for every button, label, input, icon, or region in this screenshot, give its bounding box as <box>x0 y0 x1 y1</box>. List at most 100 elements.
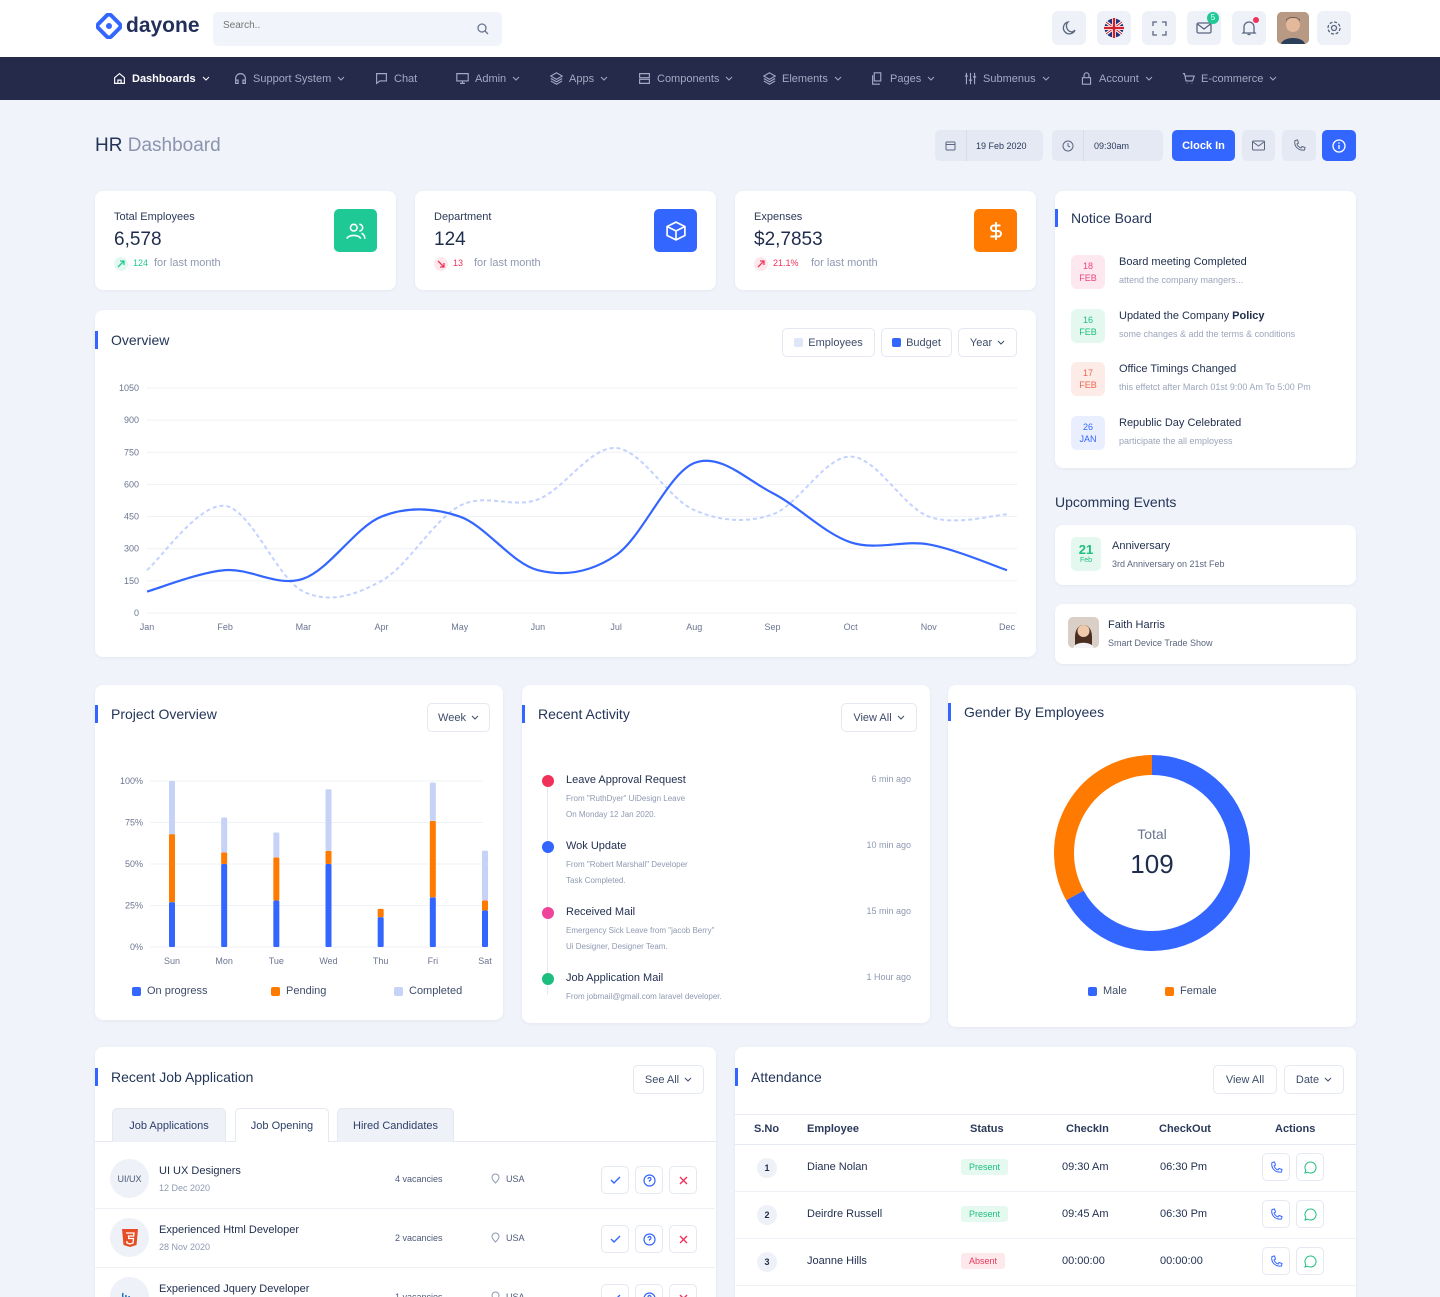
moon-icon <box>1062 20 1076 35</box>
header-status: Status <box>970 1123 1004 1135</box>
nav-item-label: Admin <box>475 72 507 85</box>
message-button[interactable] <box>1296 1200 1324 1228</box>
nav-item-apps[interactable]: Apps <box>550 57 608 100</box>
reject-button[interactable] <box>669 1225 697 1253</box>
approve-button[interactable] <box>601 1225 629 1253</box>
year-filter-dropdown[interactable]: Year <box>958 328 1017 357</box>
activity-detail: On Monday 12 Jan 2020. <box>566 810 656 819</box>
job-title[interactable]: UI UX Designers <box>159 1165 241 1177</box>
date-picker[interactable]: 19 Feb 2020 <box>935 130 1043 161</box>
brand-logo[interactable]: dayone <box>96 13 200 39</box>
nav-item-admin[interactable]: Admin <box>456 57 520 100</box>
y-tick-label: 750 <box>124 447 139 457</box>
stat-card: Expenses $2,7853 21.1% for last month <box>735 191 1036 290</box>
call-button[interactable] <box>1262 1200 1290 1228</box>
page-title: HR Dashboard <box>95 135 221 157</box>
legend-pending: Pending <box>271 985 326 997</box>
nav-item-components[interactable]: Components <box>638 57 733 100</box>
header-checkin: CheckIn <box>1066 1123 1109 1135</box>
activity-title[interactable]: Job Application Mail <box>566 972 664 984</box>
language-selector[interactable] <box>1097 11 1131 45</box>
activity-title[interactable]: Leave Approval Request <box>566 774 686 786</box>
call-button[interactable] <box>1262 1247 1290 1275</box>
event-card[interactable]: Faith Harris Smart Device Trade Show <box>1055 604 1356 664</box>
call-button[interactable] <box>1282 130 1316 161</box>
stat-change: 124 <box>133 258 149 268</box>
nav-item-e-commerce[interactable]: E-commerce <box>1182 57 1277 100</box>
time-picker[interactable]: 09:30am <box>1052 130 1163 161</box>
activity-view-all-dropdown[interactable]: View All <box>841 703 917 732</box>
reject-button[interactable] <box>669 1166 697 1194</box>
avatar[interactable] <box>1277 12 1309 44</box>
settings-button[interactable] <box>1317 11 1351 45</box>
notice-title[interactable]: Board meeting Completed <box>1119 256 1247 268</box>
messages-button[interactable]: 5 <box>1187 11 1221 45</box>
trend-down-icon <box>434 257 448 271</box>
tab-hired-candidates[interactable]: Hired Candidates <box>337 1108 454 1142</box>
legend-label: Pending <box>286 985 327 997</box>
nav-item-submenus[interactable]: Submenus <box>964 57 1050 100</box>
nav-item-pages[interactable]: Pages <box>871 57 935 100</box>
activity-title[interactable]: Wok Update <box>566 840 627 852</box>
info-button[interactable] <box>635 1225 663 1253</box>
dayone-logo-icon <box>96 13 122 39</box>
call-button[interactable] <box>1262 1153 1290 1181</box>
legend-budget-label: Budget <box>906 336 941 349</box>
search-input[interactable] <box>223 20 463 31</box>
notice-title[interactable]: Republic Day Celebrated <box>1119 417 1241 429</box>
dark-mode-toggle[interactable] <box>1052 11 1086 45</box>
search-box[interactable] <box>213 12 502 46</box>
nav-item-account[interactable]: Account <box>1080 57 1153 100</box>
date-filter-dropdown[interactable]: Date <box>1284 1065 1344 1094</box>
y-tick-label: 0% <box>130 942 143 952</box>
notifications-button[interactable] <box>1232 11 1266 45</box>
job-title[interactable]: Experienced Html Developer <box>159 1224 300 1236</box>
legend-employees-toggle[interactable]: Employees <box>782 328 875 357</box>
attendance-view-all-button[interactable]: View All <box>1213 1065 1277 1094</box>
page-title-light: Dashboard <box>127 135 221 156</box>
notice-title[interactable]: Office Timings Changed <box>1119 363 1236 375</box>
info-button[interactable] <box>635 1166 663 1194</box>
approve-button[interactable] <box>601 1166 629 1194</box>
job-title[interactable]: Experienced Jquery Developer <box>159 1283 310 1295</box>
clock-in-button[interactable]: Clock In <box>1172 130 1235 161</box>
x-tick-label: Fri <box>428 956 439 965</box>
info-button[interactable] <box>1322 130 1356 161</box>
calendar-icon <box>945 141 956 151</box>
message-button[interactable] <box>1296 1153 1324 1181</box>
search-icon[interactable] <box>477 23 489 35</box>
nav-item-elements[interactable]: Elements <box>763 57 842 100</box>
notice-title[interactable]: Updated the Company Policy <box>1119 310 1265 322</box>
close-icon <box>679 1176 687 1184</box>
header-employee: Employee <box>807 1123 859 1135</box>
map-pin-icon <box>491 1291 500 1297</box>
job-logo <box>110 1218 149 1257</box>
donut-slice-male <box>1066 755 1250 951</box>
date-filter-label: Date <box>1295 1073 1320 1086</box>
see-all-dropdown[interactable]: See All <box>633 1065 704 1094</box>
message-button[interactable] <box>1296 1247 1324 1275</box>
tab-job-opening[interactable]: Job Opening <box>235 1108 329 1142</box>
status-badge: Absent <box>961 1253 1006 1269</box>
mail-button[interactable] <box>1242 130 1275 161</box>
event-card[interactable]: 21 Feb Anniversary 3rd Anniversary on 21… <box>1055 525 1356 585</box>
top-bar: dayone 5 <box>0 0 1440 57</box>
fullscreen-button[interactable] <box>1142 11 1176 45</box>
activity-title[interactable]: Received Mail <box>566 906 636 918</box>
info-button[interactable] <box>635 1284 663 1297</box>
approve-button[interactable] <box>601 1284 629 1297</box>
reject-button[interactable] <box>669 1284 697 1297</box>
activity-detail: From "Robert Marshall" Developer <box>566 860 688 869</box>
activity-detail: Ui Designer, Designer Team. <box>566 942 668 951</box>
tab-job-applications[interactable]: Job Applications <box>112 1108 226 1142</box>
nav-item-support-system[interactable]: Support System <box>234 57 345 100</box>
notice-subtitle: some changes & add the terms & condition… <box>1119 328 1296 339</box>
week-filter-dropdown[interactable]: Week <box>427 703 490 732</box>
x-tick-label: Sep <box>764 622 780 632</box>
project-bar-chart: 0% 25% 50% 75% 100% Sun Mon Tue Wed Thu Fri Sat <box>120 776 492 965</box>
chevron-down-icon <box>1269 76 1277 81</box>
chevron-down-icon <box>512 76 520 81</box>
nav-item-chat[interactable]: Chat <box>375 57 417 100</box>
legend-budget-toggle[interactable]: Budget <box>881 328 952 357</box>
nav-item-dashboards[interactable]: Dashboards <box>113 57 210 100</box>
